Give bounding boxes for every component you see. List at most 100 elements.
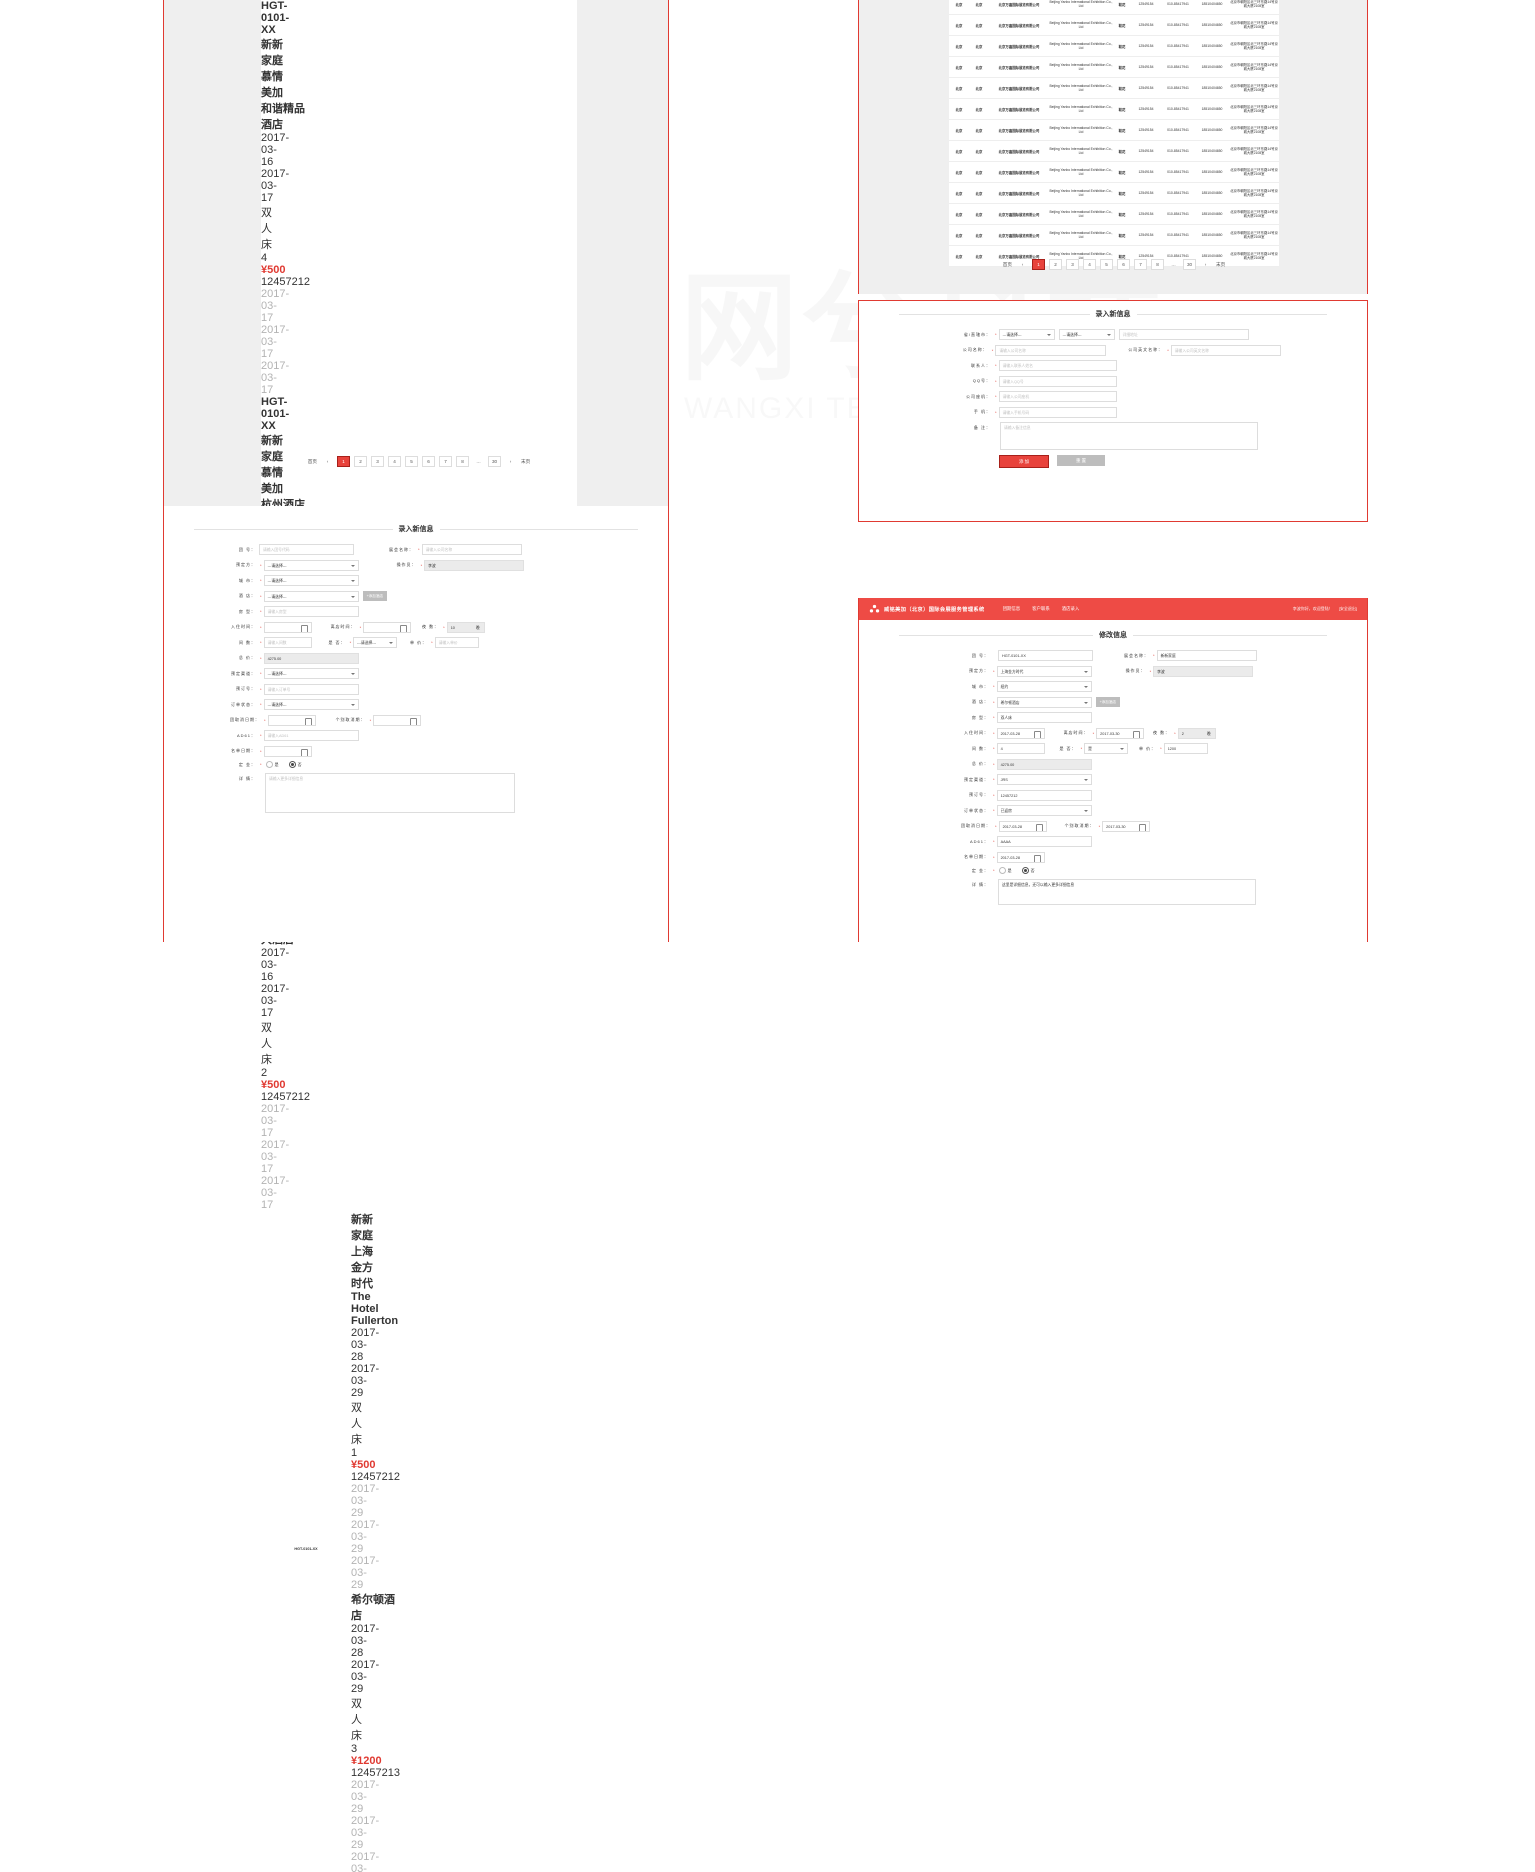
table-row[interactable]: HGT-0101-XX 新新家庭 慕情美加 和谐精品酒店 2017-03-16 2017-… — [261, 0, 577, 396]
booking-no-input[interactable]: 12457212 — [996, 789, 1092, 801]
pager-page[interactable]: 3 — [1066, 259, 1079, 270]
pager-page[interactable]: 7 — [439, 456, 452, 467]
pager-page[interactable]: … — [476, 459, 481, 464]
pager-page[interactable]: 3 — [371, 456, 384, 467]
table-row[interactable]: 北京 北京 北京万嘉国际展览有限公司 Beijing Yanbo Internatio… — [949, 78, 1279, 99]
is-yes-select[interactable]: ---请选择--- — [353, 637, 398, 648]
pager-page[interactable]: 8 — [456, 456, 469, 467]
contact-submit-button[interactable]: 添 加 — [999, 454, 1049, 468]
pager-page[interactable]: 30 — [1183, 259, 1196, 270]
table-row[interactable]: 北京 北京 北京万嘉国际展览有限公司 Beijing Yanbo Internatio… — [949, 162, 1279, 183]
company-en-input[interactable]: 请输入公司英文名称 — [1170, 344, 1281, 356]
pager-page[interactable]: 6 — [1117, 259, 1130, 270]
deposit-radio-no[interactable]: 否 — [288, 761, 302, 768]
room-type-input[interactable]: 请输入房型 — [263, 606, 359, 617]
booking-pagination[interactable]: 首页 ‹ 1 2 3 4 5 6 7 8 … 30 › 末页 — [261, 456, 577, 467]
table-row[interactable]: 北京 北京 北京万嘉国际展览有限公司 Beijing Yanbo Internatio… — [949, 120, 1279, 141]
pager-first[interactable]: 首页 — [307, 459, 317, 464]
address-input[interactable]: 详细地址 — [1118, 329, 1249, 340]
pager-page[interactable]: 1 — [337, 456, 350, 467]
pager-prev[interactable]: ‹ — [326, 459, 329, 464]
hotel-select[interactable]: ---请选择--- — [263, 590, 359, 602]
table-row[interactable]: 希尔顿酒店 2017-03-28 2017-03-29 双人床 3 ¥1200 124572… — [351, 1591, 577, 1872]
add-hotel-button[interactable]: +添加酒店 — [1095, 697, 1121, 707]
table-row[interactable]: 北京 北京 北京万嘉国际展览有限公司 Beijing Yanbo Internatio… — [949, 36, 1279, 57]
pager-page[interactable]: 8 — [1151, 259, 1164, 270]
city-select[interactable]: ---请选择--- — [263, 575, 359, 586]
remark-textarea[interactable]: 请输入备注信息 — [1000, 422, 1258, 450]
pager-next[interactable]: › — [509, 459, 512, 464]
nav-item-customer-contact[interactable]: 客户联系 — [1032, 606, 1050, 611]
detail-textarea[interactable]: 这里是详细信息，还可以输入更多详细信息 — [998, 878, 1256, 905]
table-row[interactable]: 北京 北京 北京万嘉国际展览有限公司 Beijing Yanbo Internatio… — [949, 99, 1279, 120]
indiv-cancel-date-input[interactable]: 2017-03-30 — [1102, 820, 1151, 832]
group-no-input[interactable]: 请输入团号代码 — [259, 544, 354, 555]
deposit-radio-no[interactable]: 否 — [1021, 867, 1035, 874]
order-status-select[interactable]: ---请选择--- — [263, 699, 359, 710]
group-cancel-date-input[interactable] — [267, 714, 316, 726]
table-row[interactable]: 北京 北京 北京万嘉国际展览有限公司 Beijing Yanbo Internatio… — [949, 141, 1279, 162]
channel-select[interactable]: ---请选择--- — [263, 668, 359, 679]
pager-page[interactable]: 5 — [1100, 259, 1113, 270]
booker-select[interactable]: 上海金方时代 — [996, 665, 1092, 677]
pager-last[interactable]: 末页 — [521, 459, 531, 464]
detail-textarea[interactable]: 请输入更多详细信息 — [265, 772, 515, 813]
hotel-select[interactable]: 希尔顿酒店 — [996, 696, 1092, 708]
pager-page[interactable]: 7 — [1134, 259, 1147, 270]
unit-price-input[interactable]: 请输入单价 — [434, 637, 479, 648]
checkin-date-input[interactable] — [263, 621, 312, 633]
checkin-date-input[interactable]: 2017-03-28 — [996, 727, 1045, 739]
rooms-input[interactable]: 4 — [996, 743, 1045, 754]
city-select[interactable]: ---请选择--- — [1058, 329, 1115, 340]
table-row[interactable]: 北京 北京 北京万嘉国际展览有限公司 Beijing Yanbo Internatio… — [949, 183, 1279, 204]
pager-page[interactable]: 4 — [1083, 259, 1096, 270]
order-status-select[interactable]: 已返房 — [996, 805, 1092, 816]
contact-reset-button[interactable]: 重 置 — [1057, 454, 1105, 466]
contact-pagination[interactable]: 首页 ‹ 1 2 3 4 5 6 7 8 … 30 › 末页 — [949, 259, 1279, 270]
deposit-radio-yes[interactable]: 是 — [265, 761, 279, 768]
pager-prev[interactable]: ‹ — [1021, 262, 1024, 267]
booker-select[interactable]: ---请选择--- — [263, 559, 359, 571]
pager-next[interactable]: › — [1204, 262, 1207, 267]
checkout-date-input[interactable]: 2017-03-30 — [1096, 727, 1145, 739]
province-select[interactable]: ---请选择--- — [998, 329, 1055, 340]
pager-page[interactable]: … — [1171, 262, 1176, 267]
nav-item-group-info[interactable]: 团期信息 — [1002, 606, 1021, 611]
ad61-input[interactable]: 请输入AD61 — [263, 730, 359, 741]
pager-page[interactable]: 2 — [354, 456, 367, 467]
exhib-name-input[interactable]: 请输入公司名称 — [421, 544, 522, 555]
contact-input[interactable]: 请输入联系人姓名 — [998, 360, 1117, 371]
deposit-radio-yes[interactable]: 是 — [998, 867, 1012, 874]
indiv-cancel-date-input[interactable] — [373, 714, 422, 726]
ad61-input[interactable]: AAAA — [996, 836, 1092, 847]
logout-link[interactable]: [安全退出] — [1338, 606, 1357, 611]
room-type-input[interactable]: 双人床 — [996, 712, 1092, 723]
table-row[interactable]: 北京 北京 北京万嘉国际展览有限公司 Beijing Yanbo Internatio… — [949, 225, 1279, 246]
exhib-name-input[interactable]: 新新家庭 — [1156, 650, 1257, 661]
mobile-input[interactable]: 请输入手机号码 — [998, 406, 1117, 418]
rooms-input[interactable]: 请输入间数 — [263, 637, 312, 648]
channel-select[interactable]: JRS — [996, 774, 1092, 785]
pager-page[interactable]: 6 — [422, 456, 435, 467]
landline-input[interactable]: 请输入公司座机 — [998, 391, 1117, 402]
company-cn-input[interactable]: 请输入公司名称 — [995, 344, 1106, 356]
pager-last[interactable]: 末页 — [1216, 262, 1226, 267]
table-row[interactable]: 新新家庭 上海金方时代 The Hotel Fullerton 2017-03-28 2… — [351, 1211, 577, 1591]
qq-input[interactable]: 请输入QQ号 — [998, 375, 1117, 387]
list-date-input[interactable] — [263, 745, 312, 757]
list-date-input[interactable]: 2017-03-28 — [996, 851, 1045, 863]
unit-price-input[interactable]: 1200 — [1163, 743, 1208, 754]
city-select[interactable]: 纽约 — [996, 681, 1092, 692]
group-cancel-date-input[interactable]: 2017-03-28 — [998, 820, 1047, 832]
table-row[interactable]: 北京 北京 北京万嘉国际展览有限公司 Beijing Yanbo Internatio… — [949, 15, 1279, 36]
nav-item-hotel-entry[interactable]: 酒店录入 — [1061, 606, 1080, 611]
is-yes-select[interactable]: 是 — [1084, 743, 1129, 754]
group-no-input[interactable]: HGT-0101-XX — [998, 650, 1093, 661]
table-row[interactable]: 北京 北京 北京万嘉国际展览有限公司 Beijing Yanbo Internatio… — [949, 246, 1279, 267]
add-hotel-button[interactable]: +添加酒店 — [362, 591, 388, 601]
pager-page[interactable]: 1 — [1032, 259, 1045, 270]
table-row[interactable]: 北京 北京 北京万嘉国际展览有限公司 Beijing Yanbo Internatio… — [949, 204, 1279, 225]
pager-page[interactable]: 2 — [1049, 259, 1062, 270]
checkout-date-input[interactable] — [363, 621, 412, 633]
table-row[interactable]: 北京 北京 北京万嘉国际展览有限公司 Beijing Yanbo Internatio… — [949, 57, 1279, 78]
